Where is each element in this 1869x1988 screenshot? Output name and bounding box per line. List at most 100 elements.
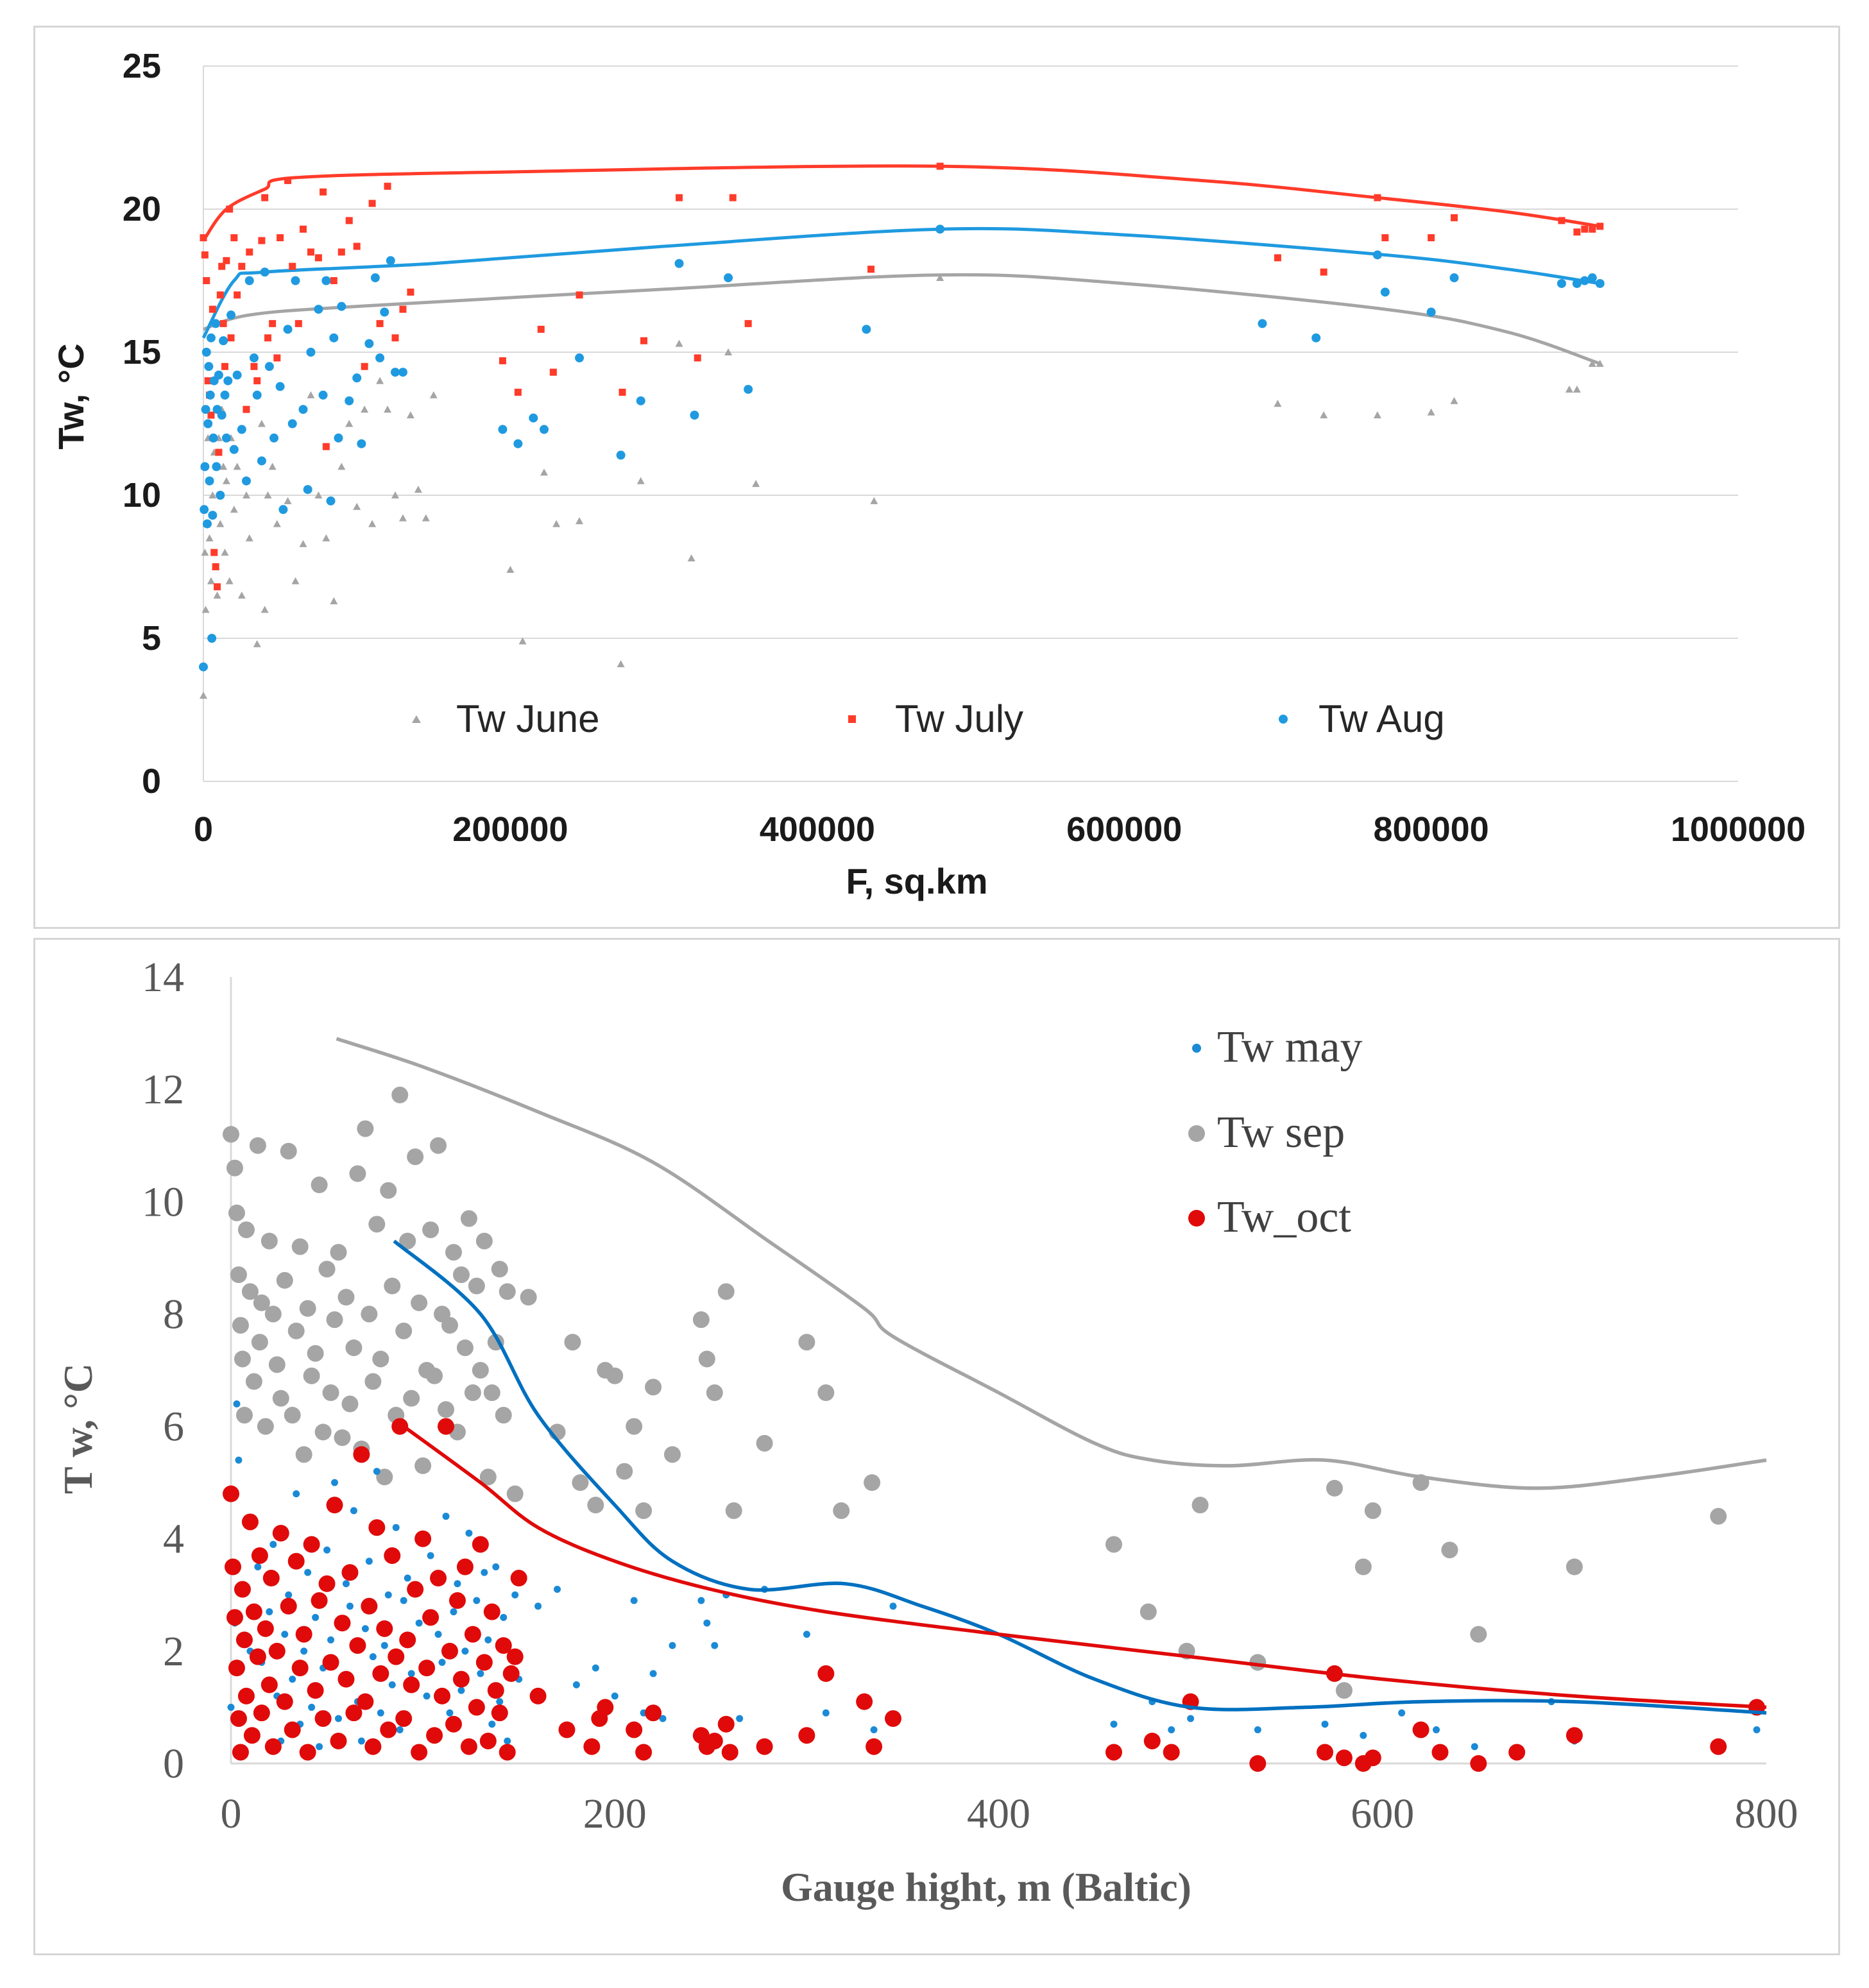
point-sep [223,1126,239,1143]
point-sep [260,1232,278,1250]
point-oct [558,1721,576,1738]
legend-label-june: Tw June [456,697,599,740]
point-aug [1595,278,1605,288]
point-oct [1364,1749,1381,1767]
point-aug [370,273,380,283]
point-oct [1412,1721,1429,1738]
point-june [225,577,234,584]
point-aug [398,368,407,377]
point-oct [1105,1744,1122,1761]
point-may [465,1529,473,1537]
legend-marker-june [412,715,421,723]
point-may [711,1642,719,1649]
point-june [576,517,584,525]
point-sep [228,1204,245,1221]
point-oct [280,1597,297,1615]
point-july [694,354,701,362]
point-sep [295,1446,312,1463]
point-june [617,660,625,668]
point-sep [230,1266,247,1284]
point-aug [201,348,211,357]
point-sep [384,1277,401,1295]
point-oct [399,1631,416,1649]
point-may [504,1737,511,1745]
point-may [488,1720,496,1728]
point-oct [307,1682,324,1699]
point-oct [251,1547,268,1564]
point-oct [314,1710,332,1727]
point-may [392,1524,400,1531]
point-sep [430,1137,447,1154]
point-july [294,319,302,327]
legend-marker-july [848,715,856,723]
point-sep [1566,1558,1583,1576]
point-aug [337,302,346,311]
point-sep [460,1210,477,1227]
point-may [822,1709,830,1717]
point-may [312,1613,320,1621]
x-axis-label: Gauge hight, m (Baltic) [781,1864,1191,1910]
point-sep [663,1446,681,1463]
point-june [398,514,407,522]
trendline-tw-oct [402,1425,1767,1710]
point-july [1589,225,1596,233]
x-axis-label: F, sq.km [846,861,988,901]
point-sep [1139,1603,1157,1620]
point-july [337,248,345,256]
point-may [235,1456,243,1464]
point-july [218,262,226,270]
point-sep [234,1350,251,1368]
point-july [640,337,648,344]
point-july [576,291,583,299]
point-may [423,1692,431,1700]
point-aug [216,491,225,500]
point-oct [583,1738,601,1755]
point-may [380,1642,388,1649]
point-oct [407,1581,424,1598]
point-oct [506,1648,524,1665]
point-aug [326,496,336,505]
point-sep [452,1266,470,1284]
point-june [675,339,683,347]
point-aug [334,433,343,443]
point-july [212,563,219,570]
point-may [511,1591,519,1599]
point-may [427,1552,434,1559]
point-oct [311,1592,328,1610]
point-may [1433,1726,1440,1733]
point-june [368,520,377,527]
point-oct [411,1744,428,1761]
point-sep [491,1261,508,1278]
point-june [237,591,246,599]
point-aug [209,433,218,443]
point-oct [334,1615,351,1632]
point-july [264,334,271,342]
point-sep [706,1384,723,1402]
point-oct [706,1732,723,1749]
point-oct [303,1536,320,1553]
point-aug [220,390,230,400]
point-july [407,288,414,296]
point-july [1558,217,1566,225]
point-june [268,463,277,470]
point-june [216,520,225,527]
point-oct [287,1552,305,1570]
point-aug [690,411,699,420]
point-july [549,368,557,376]
point-july [1573,228,1581,236]
point-sep [1105,1536,1122,1553]
point-july [250,362,258,370]
point-aug [1380,287,1390,297]
point-aug [513,439,523,448]
point-aug [380,307,389,317]
point-july [234,291,241,299]
point-may [285,1591,293,1599]
point-may [369,1653,377,1661]
point-may [415,1619,423,1627]
point-july [209,305,216,313]
point-june [219,463,228,470]
point-sep [1191,1497,1209,1514]
point-may [534,1602,542,1610]
point-oct [426,1727,443,1744]
point-aug [260,268,269,277]
